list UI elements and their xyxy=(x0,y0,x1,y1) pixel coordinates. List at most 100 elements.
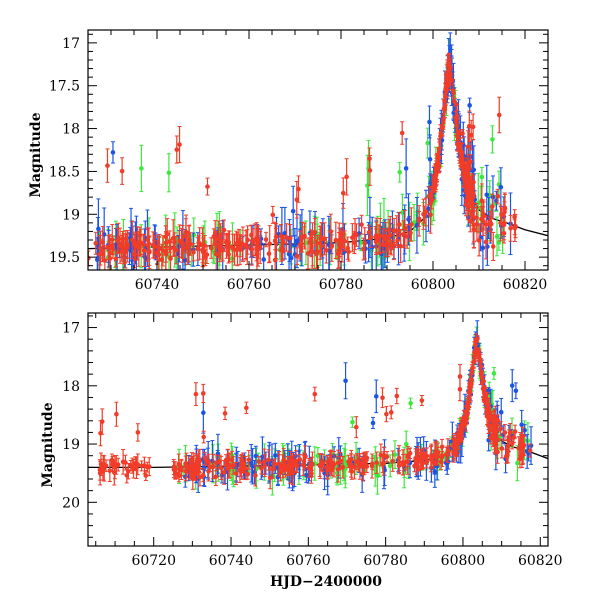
red-point xyxy=(374,451,380,474)
red-point xyxy=(97,459,103,481)
red-point xyxy=(433,154,439,181)
red-point xyxy=(124,467,130,484)
red-point xyxy=(459,424,465,433)
red-point xyxy=(261,448,267,476)
red-point xyxy=(464,408,470,420)
red-point xyxy=(369,457,375,470)
blue-point xyxy=(373,379,379,414)
red-point xyxy=(384,451,390,463)
red-point xyxy=(340,455,346,479)
red-point xyxy=(259,462,264,475)
red-point xyxy=(217,454,222,469)
red-point xyxy=(472,352,478,360)
red-point xyxy=(172,461,178,474)
red-point xyxy=(459,435,464,443)
blue-point xyxy=(427,105,432,139)
red-point xyxy=(146,227,152,260)
red-point xyxy=(469,173,475,204)
red-point xyxy=(505,436,511,456)
red-point xyxy=(98,230,103,266)
red-point xyxy=(193,382,199,407)
red-point xyxy=(200,383,206,404)
x-tick-label: 60780 xyxy=(363,553,408,569)
red-point xyxy=(339,231,345,263)
red-point xyxy=(495,188,501,204)
red-point xyxy=(344,158,349,196)
green-point xyxy=(166,153,172,193)
plot-area xyxy=(88,320,548,496)
red-point xyxy=(483,224,489,260)
red-point xyxy=(120,448,126,475)
red-point xyxy=(367,154,373,186)
blue-point xyxy=(467,97,472,114)
blue-point xyxy=(509,369,515,403)
red-point xyxy=(438,453,444,471)
red-point xyxy=(496,96,502,134)
red-point xyxy=(206,453,212,471)
red-point xyxy=(363,452,369,469)
red-point xyxy=(300,454,306,476)
red-point xyxy=(177,126,182,164)
red-point xyxy=(205,177,210,196)
red-point xyxy=(253,464,258,487)
red-point xyxy=(188,461,194,473)
red-point xyxy=(249,224,254,246)
red-point xyxy=(101,455,107,482)
red-point xyxy=(499,438,505,459)
red-point xyxy=(129,220,135,260)
red-point xyxy=(312,217,318,247)
green-point xyxy=(494,216,500,257)
red-point xyxy=(468,154,473,170)
red-point xyxy=(361,237,366,261)
x-tick-label: 60780 xyxy=(319,277,364,293)
red-point xyxy=(517,432,523,457)
red-point xyxy=(113,250,119,268)
red-point xyxy=(107,242,113,270)
blue-point xyxy=(110,141,116,164)
red-point xyxy=(244,401,249,415)
red-point xyxy=(493,418,499,444)
red-point xyxy=(354,453,360,471)
blue-point xyxy=(513,382,519,400)
red-point xyxy=(263,231,269,248)
red-point xyxy=(407,447,413,460)
red-point xyxy=(328,213,334,250)
blue-point xyxy=(414,196,420,254)
red-point xyxy=(184,230,190,265)
red-point xyxy=(155,239,160,266)
x-tick-label: 60820 xyxy=(503,277,548,293)
blue-point xyxy=(343,362,348,400)
red-point xyxy=(285,460,290,476)
x-tick-label: 60740 xyxy=(209,553,254,569)
red-point xyxy=(296,175,301,203)
red-point xyxy=(352,218,358,251)
blue-point xyxy=(498,167,504,208)
red-point xyxy=(388,405,394,420)
red-point xyxy=(141,233,147,267)
red-point xyxy=(400,449,406,476)
red-point xyxy=(291,455,296,475)
red-point xyxy=(294,181,300,219)
red-point xyxy=(105,148,110,183)
red-point xyxy=(480,380,486,398)
red-point xyxy=(353,416,359,439)
red-point xyxy=(117,227,123,264)
red-point xyxy=(232,233,237,266)
red-point xyxy=(237,456,243,484)
red-point xyxy=(100,246,105,263)
red-point xyxy=(476,347,482,355)
y-tick-label: 19 xyxy=(62,207,80,223)
red-point xyxy=(502,424,508,442)
red-point xyxy=(93,231,99,255)
green-point xyxy=(491,367,497,380)
x-tick-label: 60740 xyxy=(135,277,180,293)
red-point xyxy=(308,229,314,252)
red-point xyxy=(139,460,144,472)
red-point xyxy=(444,75,449,97)
red-point xyxy=(445,438,451,464)
red-point xyxy=(160,235,166,267)
red-point xyxy=(428,446,434,473)
red-point xyxy=(438,127,444,139)
y-tick-label: 19.5 xyxy=(49,250,80,266)
red-point xyxy=(202,235,207,257)
